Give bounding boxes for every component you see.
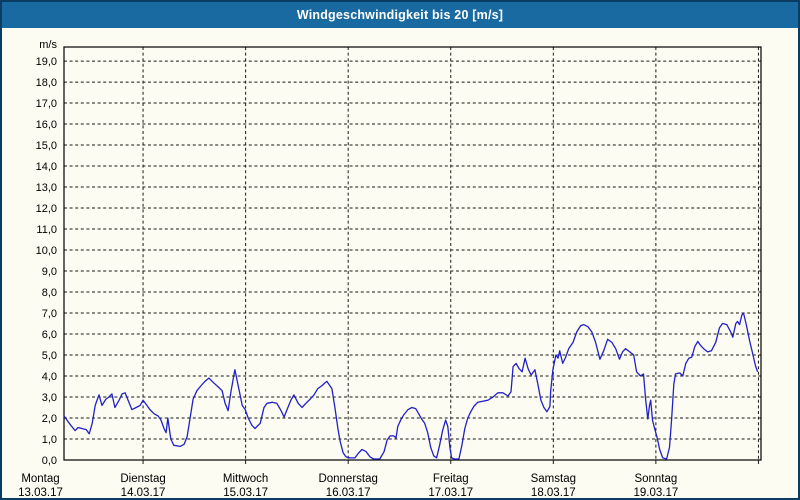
y-tick-label: 9,0 [42, 266, 57, 278]
day-date-label: 17.03.17 [428, 487, 473, 498]
day-name-label: Freitag [433, 473, 469, 485]
y-tick-label: 8,0 [42, 287, 57, 299]
chart-title: Windgeschwindigkeit bis 20 [m/s] [296, 8, 504, 22]
y-tick-label: 14,0 [36, 161, 57, 173]
title-bar: Windgeschwindigkeit bis 20 [m/s] [2, 2, 798, 28]
y-tick-label: 5,0 [42, 350, 57, 362]
day-date-label: 19.03.17 [633, 487, 678, 498]
y-tick-label: 3,0 [42, 392, 57, 404]
y-tick-label: 4,0 [42, 371, 57, 383]
day-date-label: 16.03.17 [326, 487, 371, 498]
day-date-label: 13.03.17 [18, 487, 63, 498]
y-tick-label: 13,0 [36, 182, 57, 194]
y-tick-label: 7,0 [42, 308, 57, 320]
day-name-label: Montag [21, 473, 59, 485]
y-tick-label: 12,0 [36, 203, 57, 215]
wind-speed-line [63, 312, 759, 460]
chart-svg: 0,0 1,0 2,0 3,0 4,0 5,0 6,0 7,0 8,0 9,0 10,0 11,0 12… [18, 39, 762, 498]
y-axis-unit-label: m/s [39, 39, 57, 51]
y-tick-label: 0,0 [42, 455, 57, 467]
y-tick-label: 2,0 [42, 413, 57, 425]
day-name-label: Dienstag [120, 473, 165, 485]
day-name-label: Donnerstag [318, 473, 377, 485]
day-name-label: Samstag [531, 473, 576, 485]
day-date-label: 14.03.17 [121, 487, 166, 498]
y-tick-label: 6,0 [42, 329, 57, 341]
plot-border [63, 46, 762, 461]
day-date-label: 18.03.17 [531, 487, 576, 498]
y-tick-label: 10,0 [36, 245, 57, 257]
day-name-label: Mittwoch [223, 473, 268, 485]
y-tick-label: 18,0 [36, 77, 57, 89]
y-tick-label: 16,0 [36, 119, 57, 131]
y-tick-label: 1,0 [42, 434, 57, 446]
chart-area: 0,0 1,0 2,0 3,0 4,0 5,0 6,0 7,0 8,0 9,0 10,0 11,0 12… [2, 28, 798, 498]
y-tick-label: 11,0 [36, 224, 57, 236]
y-tick-label: 19,0 [36, 56, 57, 68]
y-tick-label: 17,0 [36, 98, 57, 110]
day-name-label: Sonntag [634, 473, 677, 485]
day-date-label: 15.03.17 [223, 487, 268, 498]
y-tick-label: 15,0 [36, 140, 57, 152]
